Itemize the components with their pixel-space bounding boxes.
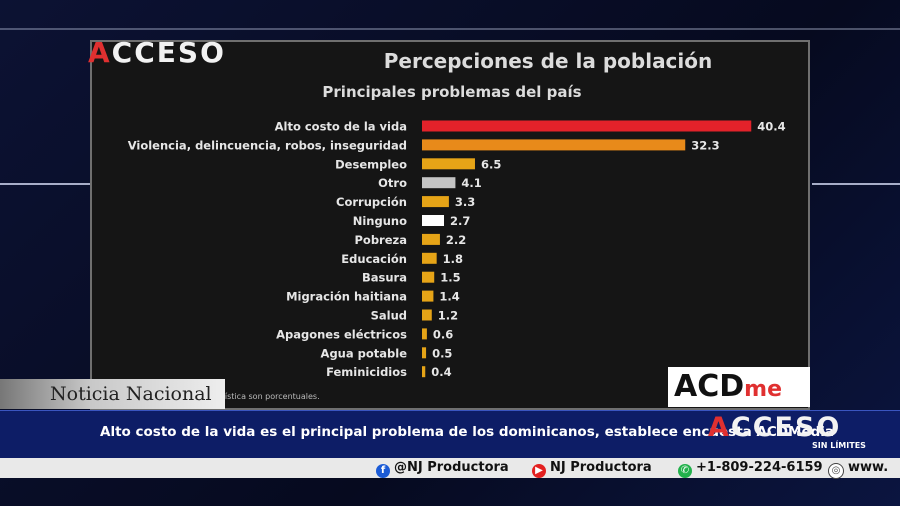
- facebook-icon: f: [376, 464, 390, 478]
- data-label: 1.8: [443, 252, 463, 266]
- whatsapp-link[interactable]: ✆ +1-809-224-6159: [678, 458, 823, 478]
- bar: [422, 347, 427, 359]
- data-label: 32.3: [691, 138, 719, 152]
- category-label: Educación: [341, 252, 407, 266]
- whatsapp-icon: ✆: [678, 464, 692, 478]
- category-label: Basura: [362, 271, 407, 285]
- headline: Alto costo de la vida es el principal pr…: [100, 424, 835, 440]
- ticker-label: Noticia Nacional: [0, 379, 225, 409]
- data-label: 6.5: [481, 157, 501, 171]
- bar: [422, 215, 445, 226]
- data-label: 1.2: [438, 309, 458, 323]
- decor-line-right: [812, 183, 900, 185]
- chart-subtitle: Principales problemas del país: [322, 83, 581, 101]
- bar: [422, 271, 435, 283]
- bar: [422, 290, 434, 302]
- category-label: Salud: [371, 309, 407, 323]
- bar: [422, 139, 686, 151]
- decor-line-top: [0, 28, 900, 30]
- bar: [422, 328, 427, 340]
- youtube-icon: ▶: [532, 464, 546, 478]
- category-label: Pobreza: [355, 233, 408, 247]
- facebook-link[interactable]: f @NJ Productora: [376, 458, 509, 478]
- data-label: 2.7: [450, 214, 470, 228]
- data-label: 1.4: [439, 290, 459, 304]
- chart-title: Percepciones de la población: [384, 49, 713, 73]
- category-label: Violencia, delincuencia, robos, inseguri…: [128, 138, 407, 152]
- decor-line-left: [0, 183, 90, 185]
- bar-chart: Percepciones de la población Principales …: [128, 49, 786, 401]
- youtube-link[interactable]: ▶ NJ Productora: [532, 458, 652, 478]
- bar: [422, 309, 432, 321]
- tagline: SIN LÍMITES: [812, 441, 866, 450]
- data-label: 0.6: [433, 327, 453, 341]
- category-label: Feminicidios: [326, 365, 407, 379]
- data-label: 1.5: [440, 271, 460, 285]
- tv-screen: Percepciones de la población Principales …: [90, 40, 810, 410]
- acceso-logo-bottom: ACCESO: [708, 412, 842, 443]
- category-label: Ninguno: [353, 214, 407, 228]
- category-label: Migración haitiana: [286, 290, 407, 304]
- category-label: Desempleo: [335, 157, 407, 171]
- acceso-logo-top: ACCESO: [88, 36, 226, 69]
- website-link[interactable]: ◎ www.: [828, 458, 888, 479]
- bar: [422, 120, 752, 132]
- data-label: 4.1: [461, 176, 481, 190]
- bar: [422, 177, 456, 189]
- bar: [422, 196, 449, 208]
- acdmedia-logo: ACDme: [668, 367, 810, 407]
- data-label: 2.2: [446, 233, 466, 247]
- category-label: Otro: [378, 176, 407, 190]
- data-label: 3.3: [455, 195, 475, 209]
- category-label: Corrupción: [336, 195, 407, 209]
- headline-bar: [0, 410, 900, 459]
- bar: [422, 158, 475, 170]
- data-label: 40.4: [757, 120, 785, 134]
- bar: [422, 233, 440, 245]
- data-label: 0.5: [432, 346, 452, 360]
- social-bar: [0, 458, 900, 478]
- chart-footnote: ...stadística son porcentuales.: [200, 392, 320, 401]
- bar: [422, 366, 426, 378]
- data-label: 0.4: [431, 365, 451, 379]
- globe-icon: ◎: [828, 463, 844, 479]
- bar: [422, 252, 437, 264]
- category-label: Apagones eléctricos: [276, 327, 407, 341]
- category-label: Alto costo de la vida: [275, 120, 407, 134]
- category-label: Agua potable: [321, 346, 408, 360]
